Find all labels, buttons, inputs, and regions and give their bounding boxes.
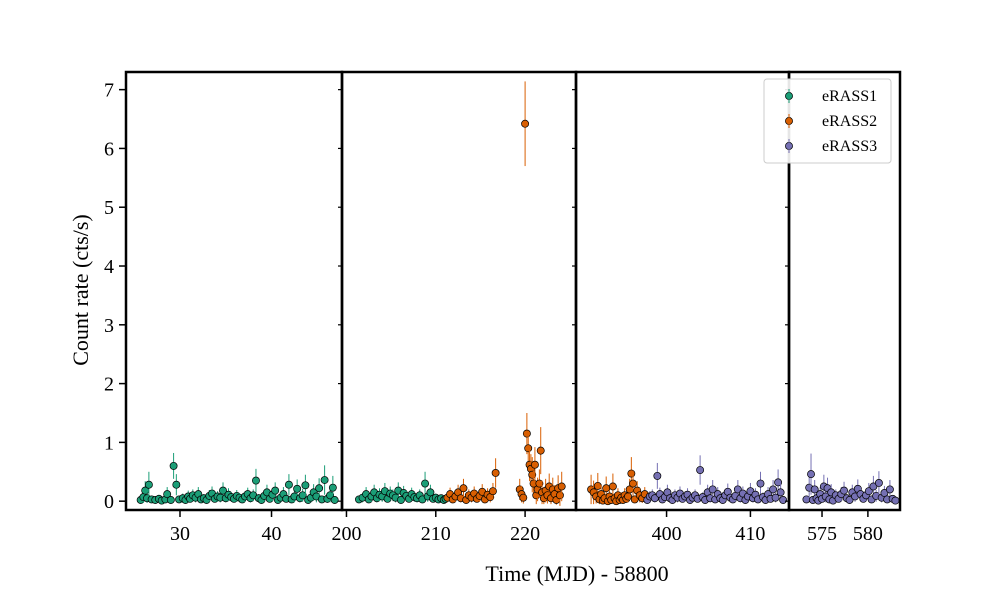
data-point-eRASS1	[315, 484, 324, 493]
data-point-eRASS2	[535, 479, 544, 488]
panel-3-points	[587, 455, 788, 506]
legend: eRASS1 eRASS2 eRASS3	[763, 78, 892, 164]
data-point-eRASS1	[172, 480, 181, 489]
data-point-eRASS2	[530, 460, 539, 469]
data-point-eRASS1	[163, 490, 172, 499]
legend-label-eRASS1: eRASS1	[822, 88, 877, 105]
panel-frame-3	[574, 70, 791, 512]
x-tick-label: 30	[170, 523, 190, 545]
data-point-eRASS1	[326, 491, 335, 500]
data-point-eRASS3	[880, 489, 889, 497]
data-point-eRASS1	[301, 481, 310, 490]
data-point-eRASS1	[219, 486, 227, 495]
panel-frame-4	[787, 70, 902, 512]
data-point-eRASS1	[421, 479, 430, 488]
data-point-eRASS2	[536, 446, 545, 455]
data-point-eRASS3	[869, 482, 878, 491]
panel-frame-1	[124, 70, 344, 512]
data-point-eRASS3	[891, 496, 900, 505]
x-tick-label: 40	[262, 523, 282, 545]
data-point-eRASS3	[696, 466, 705, 474]
data-point-eRASS3	[874, 479, 883, 487]
data-point-eRASS2	[555, 491, 564, 500]
panel-4-points	[802, 453, 900, 505]
data-point-eRASS2	[522, 429, 531, 438]
data-point-eRASS2	[521, 119, 530, 128]
data-point-eRASS2	[488, 487, 497, 496]
data-point-eRASS2	[524, 444, 533, 453]
x-tick-label: 220	[510, 523, 540, 545]
data-point-eRASS3	[840, 486, 848, 495]
y-tick-label: 5	[104, 197, 114, 219]
panel-4: 575 580	[785, 89, 900, 545]
data-point-eRASS3	[653, 471, 662, 480]
data-point-eRASS1	[426, 488, 435, 497]
data-point-eRASS2	[519, 493, 528, 502]
data-point-eRASS1	[284, 480, 293, 489]
y-tick-label: 4	[104, 256, 114, 278]
legend-label-eRASS2: eRASS2	[822, 113, 877, 130]
data-point-eRASS3	[756, 479, 765, 488]
data-point-eRASS3	[807, 470, 815, 479]
data-point-eRASS3	[885, 485, 894, 494]
y-tick-label: 7	[104, 80, 114, 102]
data-point-eRASS1	[328, 483, 337, 492]
data-point-eRASS3	[650, 494, 659, 503]
x-tick-label: 580	[853, 523, 883, 545]
data-point-eRASS1	[293, 484, 302, 493]
frame-layer	[124, 70, 902, 512]
panel-1: 30 40 0 1 2 3 4 5 6 7	[104, 80, 339, 545]
data-point-eRASS1	[396, 496, 405, 504]
data-point-eRASS2	[459, 484, 468, 493]
data-point-eRASS1	[330, 496, 339, 504]
data-point-eRASS3	[771, 493, 780, 502]
data-point-eRASS1	[320, 476, 329, 484]
data-point-eRASS3	[810, 485, 819, 494]
legend-label-eRASS3: eRASS3	[822, 138, 877, 155]
panel-2: 200 210 220	[331, 81, 566, 545]
data-point-eRASS1	[169, 461, 178, 470]
data-point-eRASS3	[774, 478, 783, 487]
data-point-eRASS3	[769, 485, 778, 494]
data-point-eRASS3	[776, 488, 785, 497]
data-point-eRASS3	[779, 496, 788, 504]
data-point-eRASS3	[733, 485, 742, 494]
x-tick-label: 575	[807, 523, 837, 545]
data-point-eRASS2	[608, 482, 617, 491]
data-point-eRASS2	[624, 492, 632, 501]
x-axis-label: Time (MJD) - 58800	[485, 561, 668, 586]
data-point-eRASS3	[845, 496, 854, 504]
y-axis-label: Count rate (cts/s)	[68, 214, 93, 366]
y-tick-label: 2	[104, 374, 114, 396]
x-tick-label: 210	[421, 523, 451, 545]
data-point-eRASS2	[629, 479, 637, 488]
data-point-eRASS2	[557, 482, 566, 491]
y-tick-label: 1	[104, 432, 114, 454]
y-tick-label: 6	[104, 138, 114, 160]
data-point-eRASS3	[708, 485, 717, 494]
panel-3: 400 410	[572, 89, 788, 545]
x-tick-label: 200	[331, 523, 361, 545]
data-point-eRASS2	[602, 484, 611, 493]
panel-1-points	[136, 452, 339, 505]
legend-box	[763, 78, 892, 164]
data-point-eRASS1	[144, 480, 153, 489]
data-point-eRASS1	[271, 486, 280, 495]
data-point-eRASS2	[627, 469, 636, 478]
data-point-eRASS2	[593, 481, 602, 490]
data-point-eRASS1	[298, 491, 307, 500]
data-point-eRASS2	[630, 495, 639, 504]
panel-2-points	[355, 81, 566, 506]
data-point-eRASS2	[491, 469, 500, 477]
data-point-eRASS1	[166, 496, 175, 504]
x-tick-label: 410	[735, 523, 765, 545]
x-tick-label: 400	[652, 523, 682, 545]
y-tick-label: 0	[104, 491, 114, 513]
data-point-eRASS3	[864, 487, 873, 496]
y-tick-label: 3	[104, 315, 114, 337]
data-point-eRASS1	[252, 476, 260, 485]
